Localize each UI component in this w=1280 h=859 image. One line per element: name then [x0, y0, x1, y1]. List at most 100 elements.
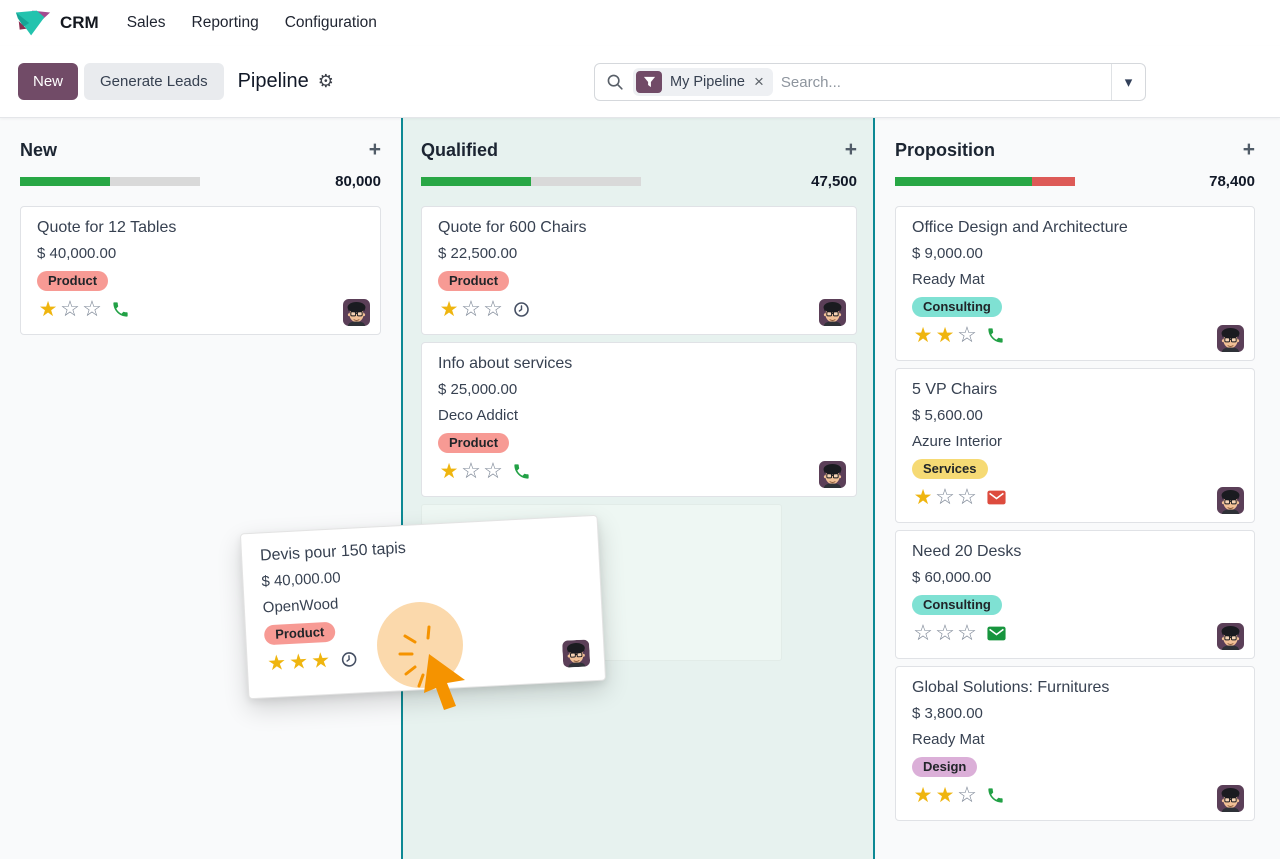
star-icon[interactable]	[438, 461, 460, 482]
star-icon[interactable]	[309, 649, 332, 671]
tag-badge: Product	[263, 621, 336, 645]
star-icon[interactable]	[482, 298, 504, 320]
card-company: Deco Addict	[438, 407, 519, 424]
star-icon[interactable]	[912, 325, 934, 346]
column-total: 78,400	[1209, 172, 1255, 190]
avatar[interactable]	[343, 299, 370, 326]
kanban-column-new: New 80,000 Quote for 12 Tables $ 40,000.…	[0, 118, 401, 859]
magnifier-icon	[607, 74, 623, 90]
add-card-icon[interactable]	[845, 138, 857, 162]
tag-badge: Consulting	[912, 296, 1002, 317]
star-icon[interactable]	[438, 299, 460, 320]
filter-funnel-icon	[636, 71, 662, 93]
avatar[interactable]	[1217, 487, 1244, 514]
star-rating[interactable]	[912, 622, 978, 644]
new-button[interactable]: New	[18, 63, 79, 100]
star-icon[interactable]	[956, 784, 978, 806]
card-amount: $ 40,000.00	[37, 245, 117, 262]
star-icon[interactable]	[934, 486, 956, 508]
card-company: Ready Mat	[912, 271, 985, 288]
tag-badge: Services	[912, 458, 988, 479]
menu-sales[interactable]: Sales	[126, 14, 166, 31]
star-icon[interactable]	[956, 324, 978, 346]
crm-app-icon[interactable]	[14, 8, 52, 38]
add-card-icon[interactable]	[369, 138, 381, 162]
star-icon[interactable]	[934, 325, 956, 346]
menu-reporting[interactable]: Reporting	[191, 14, 259, 31]
star-icon[interactable]	[81, 298, 103, 320]
search-facet-my-pipeline[interactable]: My Pipeline	[633, 68, 773, 96]
star-rating[interactable]	[912, 486, 978, 508]
phone-icon[interactable]	[986, 326, 1005, 345]
dragged-card[interactable]: Devis pour 150 tapis $ 40,000.00 OpenWoo…	[239, 514, 607, 700]
star-icon[interactable]	[265, 652, 288, 674]
tag-badge: Consulting	[912, 594, 1002, 615]
star-icon[interactable]	[460, 298, 482, 320]
star-icon[interactable]	[912, 785, 934, 806]
kanban-card[interactable]: 5 VP Chairs $ 5,600.00 Azure Interior Se…	[895, 368, 1255, 523]
phone-icon[interactable]	[111, 300, 130, 319]
envelope-icon[interactable]	[986, 488, 1007, 507]
phone-icon[interactable]	[986, 786, 1005, 805]
search-input[interactable]	[780, 73, 1111, 91]
column-progressbar[interactable]	[20, 176, 200, 186]
avatar[interactable]	[1217, 785, 1244, 812]
card-amount: $ 60,000.00	[912, 569, 992, 586]
tag-badge: Product	[438, 432, 510, 453]
card-title: Office Design and Architecture	[912, 219, 1128, 236]
star-icon[interactable]	[59, 298, 81, 320]
avatar[interactable]	[819, 299, 846, 326]
clock-icon[interactable]	[512, 300, 531, 319]
column-progressbar[interactable]	[895, 176, 1075, 186]
star-rating[interactable]	[438, 460, 504, 482]
star-icon[interactable]	[37, 299, 59, 320]
card-amount: $ 25,000.00	[438, 381, 518, 398]
chevron-down-icon[interactable]	[1111, 64, 1145, 100]
star-rating[interactable]	[265, 649, 332, 673]
star-icon[interactable]	[912, 622, 934, 644]
generate-leads-button[interactable]: Generate Leads	[84, 63, 224, 100]
star-rating[interactable]	[37, 298, 103, 320]
card-company: Azure Interior	[912, 433, 1003, 450]
kanban-card[interactable]: Quote for 600 Chairs $ 22,500.00 Product	[421, 206, 857, 335]
avatar[interactable]	[819, 461, 846, 488]
tag-badge: Product	[438, 270, 510, 291]
star-icon[interactable]	[287, 651, 310, 673]
kanban-card[interactable]: Quote for 12 Tables $ 40,000.00 Product	[20, 206, 381, 335]
phone-icon[interactable]	[512, 462, 531, 481]
kanban-card[interactable]: Need 20 Desks $ 60,000.00 Consulting	[895, 530, 1255, 659]
star-icon[interactable]	[956, 622, 978, 644]
close-icon[interactable]	[754, 72, 764, 92]
card-amount: $ 9,000.00	[912, 245, 983, 262]
avatar[interactable]	[1217, 623, 1244, 650]
star-rating[interactable]	[438, 298, 504, 320]
star-icon[interactable]	[912, 487, 934, 508]
star-icon[interactable]	[460, 460, 482, 482]
star-icon[interactable]	[934, 785, 956, 806]
app-name[interactable]: CRM	[60, 13, 99, 32]
menu-configuration[interactable]: Configuration	[284, 14, 377, 31]
gear-icon[interactable]	[309, 71, 334, 92]
page-title: Pipeline	[237, 70, 309, 92]
star-icon[interactable]	[482, 460, 504, 482]
add-card-icon[interactable]	[1243, 138, 1255, 162]
card-amount: $ 5,600.00	[912, 407, 983, 424]
envelope-icon[interactable]	[986, 624, 1007, 643]
search-bar[interactable]: My Pipeline	[594, 63, 1146, 101]
star-rating[interactable]	[912, 784, 978, 806]
facet-label: My Pipeline	[670, 74, 745, 90]
star-icon[interactable]	[956, 486, 978, 508]
clock-icon[interactable]	[339, 649, 359, 669]
avatar[interactable]	[562, 639, 590, 667]
tag-badge: Design	[912, 756, 978, 777]
kanban-card[interactable]: Office Design and Architecture $ 9,000.0…	[895, 206, 1255, 361]
star-rating[interactable]	[912, 324, 978, 346]
column-title: New	[20, 139, 58, 160]
card-company: Ready Mat	[912, 731, 985, 748]
avatar[interactable]	[1217, 325, 1244, 352]
kanban-card[interactable]: Info about services $ 25,000.00 Deco Add…	[421, 342, 857, 497]
card-amount: $ 22,500.00	[438, 245, 518, 262]
column-progressbar[interactable]	[421, 176, 641, 186]
kanban-card[interactable]: Global Solutions: Furnitures $ 3,800.00 …	[895, 666, 1255, 821]
star-icon[interactable]	[934, 622, 956, 644]
